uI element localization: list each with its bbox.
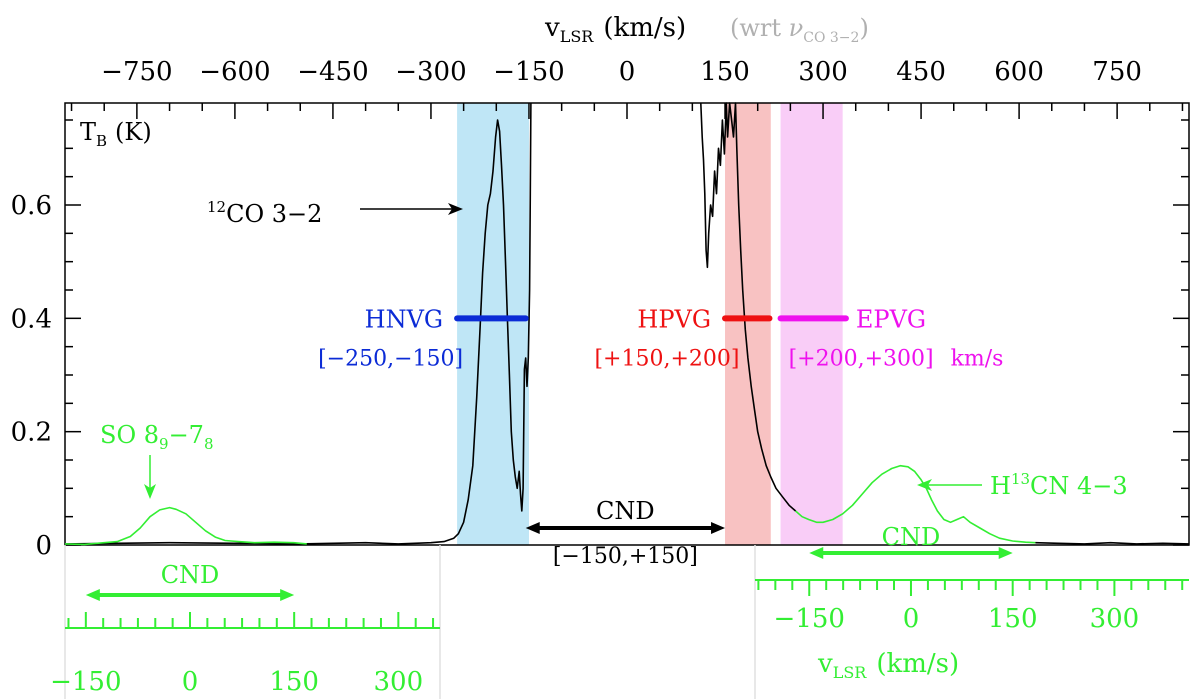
y-tick-label: 0	[35, 531, 52, 561]
cnd-main-arrow	[525, 522, 726, 534]
h13cn-label-rest: CN 4−3	[1030, 472, 1128, 500]
hnvg-range-label: [−250,−150]	[318, 346, 463, 371]
top-tick-label: 600	[994, 57, 1044, 87]
top-tick-label: 750	[1092, 57, 1142, 87]
epvg-range-label: [+200,+300]	[789, 346, 934, 371]
h13cn-label-sup: 13	[1011, 470, 1030, 488]
top-tick-label: 0	[619, 57, 636, 87]
bottom-right-tick-label: 150	[988, 604, 1038, 634]
co-label: 12CO 3−2	[207, 198, 322, 228]
hpvg-label: HPVG	[637, 305, 711, 333]
cnd-left-arrow-head-left	[85, 589, 100, 601]
cnd-main-range-label: [−150,+150]	[553, 544, 698, 569]
hnvg-label: HNVG	[365, 305, 443, 333]
bottom-left-tick-label: 150	[269, 667, 319, 697]
bottom-right-axis-title-main: v	[817, 649, 833, 679]
top-axis-note-prefix: (wrt	[730, 14, 789, 42]
cnd-right-arrow-head-right	[998, 547, 1013, 559]
so-arrow-head	[144, 484, 156, 499]
top-tick-label: 300	[798, 57, 848, 87]
y-axis-title-sub: B	[96, 132, 107, 150]
top-axis-title: vLSR (km/s)	[544, 13, 686, 46]
top-tick-label: −450	[297, 57, 368, 87]
series-layer	[64, 102, 1190, 546]
cnd-left-label: CND	[161, 561, 220, 589]
top-tick-label: 150	[700, 57, 750, 87]
h13cn-label-h: H	[990, 472, 1011, 500]
h13cn-label: H13CN 4−3	[990, 470, 1128, 500]
y-axis-title-unit: (K)	[115, 118, 152, 146]
so-label-mid: −7	[169, 421, 204, 449]
so-label-sub1: 9	[159, 435, 169, 453]
epvg-unit-label: km/s	[951, 346, 1004, 371]
series-line-3	[795, 464, 1036, 544]
series-line-2	[64, 506, 307, 546]
cnd-right-label: CND	[882, 523, 941, 551]
bottom-left-tick-label: 300	[374, 667, 424, 697]
bottom-right-tick-label: 300	[1090, 604, 1140, 634]
bottom-right-tick-label: 0	[903, 604, 920, 634]
top-axis-ticks: −750 −600 −450 −300 −150 0 150 300 450 600 750	[70, 57, 1184, 119]
cnd-main-arrow-head-left	[525, 522, 540, 534]
so-label-main: SO 8	[100, 421, 159, 449]
h13cn-arrow-head	[917, 479, 932, 491]
bottom-right-axis: −150 0 150 300 vLSR (km/s) CND	[754, 523, 1189, 699]
cnd-main-arrow-head-right	[711, 522, 726, 534]
top-tick-label: −150	[493, 57, 564, 87]
top-axis-note-nu: ν	[789, 14, 804, 42]
co-label-sup: 12	[207, 198, 226, 216]
series-line-1	[700, 102, 797, 512]
cnd-left-arrow	[85, 589, 295, 601]
co-label-text: CO 3−2	[226, 200, 322, 228]
top-axis-note-suffix: )	[859, 14, 868, 42]
y-axis-ticks: 0 0.2 0.4 0.6	[11, 119, 1189, 561]
bottom-left-tick-label: 0	[182, 667, 199, 697]
band-epvg	[780, 103, 843, 545]
cnd-right-arrow	[809, 547, 1013, 559]
bottom-right-axis-title: vLSR (km/s)	[817, 649, 959, 682]
so-label: SO 89−78	[100, 421, 214, 453]
top-axis-note-sub: CO 3−2	[803, 30, 859, 46]
top-tick-label: −600	[199, 57, 270, 87]
top-tick-label: 450	[896, 57, 946, 87]
co-arrow-head	[448, 203, 463, 215]
band-hpvg	[725, 103, 771, 545]
bottom-right-axis-title-unit: (km/s)	[876, 649, 959, 679]
top-axis-note: (wrt νCO 3−2)	[730, 14, 869, 46]
so-label-sub2: 8	[204, 435, 214, 453]
top-tick-label: −750	[101, 57, 172, 87]
cnd-left-arrow-head-right	[280, 589, 295, 601]
top-axis-title-main: v	[544, 13, 560, 43]
y-tick-label: 0.6	[11, 191, 52, 221]
y-axis-title: TB (K)	[80, 118, 152, 150]
cnd-main-label: CND	[596, 497, 655, 525]
y-axis-title-main: T	[80, 118, 96, 146]
series-line-0	[64, 102, 532, 545]
top-tick-label: −300	[395, 57, 466, 87]
epvg-label: EPVG	[856, 305, 926, 333]
top-axis-title-unit: (km/s)	[603, 13, 686, 43]
hpvg-range-label: [+150,+200]	[594, 346, 739, 371]
bottom-right-axis-title-sub: LSR	[833, 663, 868, 682]
intervals-layer: HNVG [−250,−150] HPVG [+150,+200] EPVG [+200,…	[318, 305, 1003, 569]
bottom-right-tick-label: −150	[774, 604, 845, 634]
cnd-right-arrow-head-left	[809, 547, 824, 559]
y-tick-label: 0.4	[11, 304, 52, 334]
top-axis-title-sub: LSR	[560, 27, 595, 46]
series-line-4	[1035, 541, 1190, 545]
bottom-left-tick-label: −150	[50, 667, 121, 697]
y-tick-label: 0.2	[11, 418, 52, 448]
bottom-left-axis: −150 0 150 300 CND	[50, 545, 441, 699]
